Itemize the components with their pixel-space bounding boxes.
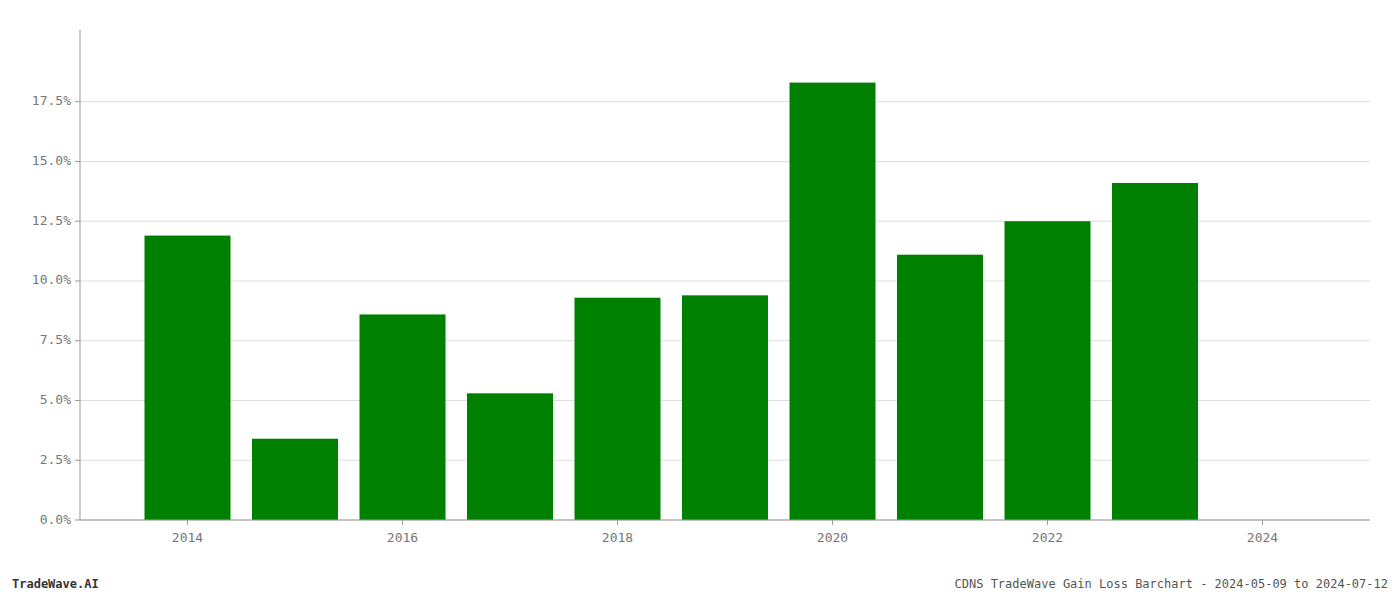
x-tick xyxy=(1262,520,1263,525)
y-tick-label: 5.0% xyxy=(40,392,71,407)
bar xyxy=(467,393,553,520)
x-tick-label: 2020 xyxy=(817,530,848,545)
bar xyxy=(1112,183,1198,520)
bars xyxy=(145,83,1199,520)
page: {"chart_data": {"type": "bar", "x": [201… xyxy=(0,0,1400,600)
bar xyxy=(145,236,231,520)
y-tick xyxy=(75,460,80,461)
y-tick-label: 10.0% xyxy=(32,272,71,287)
x-tick-label: 2016 xyxy=(387,530,418,545)
axes: 0.0% 2.5% 5.0% 7.5% 10.0% 12.5% 15.0% 17.5% 2014… xyxy=(32,93,1278,545)
bar xyxy=(360,314,446,520)
bar xyxy=(252,439,338,520)
bar xyxy=(897,255,983,520)
y-tick xyxy=(75,280,80,281)
chart: 0.0% 2.5% 5.0% 7.5% 10.0% 12.5% 15.0% 17.5% 2014… xyxy=(0,0,1400,600)
x-tick xyxy=(1047,520,1048,525)
y-tick xyxy=(75,400,80,401)
x-tick xyxy=(617,520,618,525)
footer-left: TradeWave.AI xyxy=(12,577,99,591)
bar xyxy=(682,295,768,520)
x-tick-label: 2014 xyxy=(172,530,203,545)
y-tick xyxy=(75,101,80,102)
y-axis-line xyxy=(80,30,81,520)
x-tick-label: 2024 xyxy=(1247,530,1278,545)
grid-line xyxy=(80,520,1370,521)
bar xyxy=(575,298,661,520)
y-tick-label: 12.5% xyxy=(32,213,71,228)
grid-line xyxy=(80,161,1370,162)
y-tick-label: 15.0% xyxy=(32,153,71,168)
x-tick-label: 2018 xyxy=(602,530,633,545)
x-tick xyxy=(402,520,403,525)
grid xyxy=(80,102,1370,520)
y-tick-label: 17.5% xyxy=(32,93,71,108)
footer-right: CDNS TradeWave Gain Loss Barchart - 2024… xyxy=(955,577,1388,591)
x-tick-label: 2022 xyxy=(1032,530,1063,545)
x-axis-line xyxy=(80,520,1370,521)
bar xyxy=(1005,221,1091,520)
y-tick xyxy=(75,520,80,521)
y-tick xyxy=(75,161,80,162)
x-tick xyxy=(187,520,188,525)
y-tick-label: 7.5% xyxy=(40,332,71,347)
y-tick xyxy=(75,340,80,341)
y-tick-label: 2.5% xyxy=(40,452,71,467)
y-tick-label: 0.0% xyxy=(40,512,71,527)
bar xyxy=(790,83,876,520)
x-tick xyxy=(832,520,833,525)
y-tick xyxy=(75,221,80,222)
grid-line xyxy=(80,101,1370,102)
